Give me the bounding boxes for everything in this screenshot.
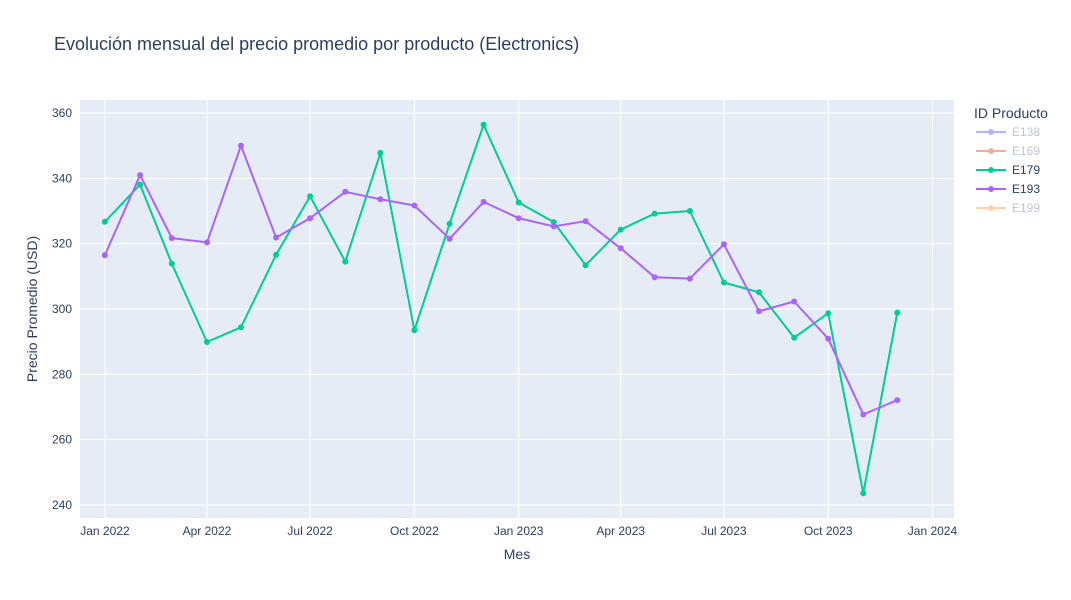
legend-label: E169: [1012, 144, 1040, 158]
data-point: [480, 198, 487, 205]
data-point: [480, 121, 487, 128]
legend-swatch-marker: [988, 167, 994, 173]
legend-swatch-marker: [988, 129, 994, 135]
series-E179: [101, 121, 901, 497]
data-point: [686, 208, 693, 214]
data-point: [342, 258, 349, 265]
data-point: [791, 298, 798, 305]
data-point: [101, 252, 108, 259]
data-point: [651, 274, 658, 281]
data-point: [686, 275, 693, 282]
data-point: [204, 239, 210, 246]
legend-label: E179: [1012, 163, 1040, 177]
data-point: [137, 181, 144, 188]
data-point: [825, 310, 832, 317]
data-point: [377, 196, 384, 203]
data-point: [446, 235, 453, 242]
data-point: [342, 188, 349, 195]
legend-item-E169[interactable]: E169: [976, 144, 1040, 158]
data-point: [168, 260, 175, 267]
legend-label: E138: [1012, 125, 1040, 139]
data-point: [411, 327, 418, 334]
legend-item-E179[interactable]: E179: [976, 163, 1040, 177]
x-tick-label: Apr 2022: [183, 524, 232, 538]
data-point: [273, 234, 280, 241]
y-tick-label: 360: [52, 106, 72, 120]
y-tick-label: 340: [52, 171, 72, 185]
series-line-E193: [103, 144, 898, 416]
x-tick-label: Jan 2024: [908, 524, 958, 538]
data-point: [791, 334, 798, 341]
data-point: [756, 289, 762, 296]
data-point: [550, 219, 557, 226]
legend-label: E199: [1012, 201, 1040, 215]
data-point: [168, 235, 175, 242]
data-point: [238, 142, 244, 149]
data-point: [515, 199, 522, 206]
legend-swatch-marker: [988, 186, 994, 192]
data-point: [101, 218, 108, 225]
x-tick-label: Apr 2023: [596, 524, 645, 538]
data-point: [825, 335, 832, 342]
x-tick-label: Oct 2022: [390, 524, 439, 538]
legend: E138 E169 E179 E193 E199: [976, 125, 1040, 215]
data-point: [411, 202, 418, 209]
data-point: [446, 220, 453, 227]
data-point: [377, 149, 384, 156]
legend-swatch-marker: [988, 148, 994, 154]
data-point: [273, 251, 280, 258]
y-axis-title: Precio Promedio (USD): [24, 236, 40, 382]
data-point: [582, 218, 589, 225]
data-point: [307, 215, 314, 222]
data-point: [617, 245, 624, 252]
y-tick-label: 240: [52, 498, 72, 512]
data-point: [756, 308, 762, 315]
x-tick-label: Jul 2023: [701, 524, 747, 538]
data-point: [550, 223, 557, 230]
y-tick-label: 300: [52, 302, 72, 316]
data-point: [860, 411, 867, 418]
x-tick-label: Jan 2023: [494, 524, 544, 538]
data-point: [307, 193, 314, 200]
data-point: [860, 490, 867, 497]
x-tick-label: Jul 2022: [287, 524, 333, 538]
chart-title: Evolución mensual del precio promedio po…: [54, 34, 579, 54]
legend-label: E193: [1012, 182, 1040, 196]
data-point: [582, 262, 589, 269]
x-axis-title: Mes: [504, 546, 530, 562]
data-point: [238, 324, 244, 331]
data-point: [894, 397, 901, 404]
x-tick-label: Oct 2023: [804, 524, 853, 538]
legend-swatch-marker: [988, 205, 994, 211]
data-point: [894, 309, 901, 316]
data-point: [515, 215, 522, 222]
data-point: [720, 279, 727, 286]
y-tick-label: 320: [52, 237, 72, 251]
legend-item-E193[interactable]: E193: [976, 182, 1040, 196]
x-tick-label: Jan 2022: [80, 524, 130, 538]
legend-title: ID Producto: [974, 105, 1048, 121]
data-point: [617, 226, 624, 233]
data-point: [204, 339, 210, 345]
series-line-E179: [104, 123, 899, 495]
y-tick-label: 280: [52, 367, 72, 381]
y-tick-label: 260: [52, 433, 72, 447]
legend-item-E199[interactable]: E199: [976, 201, 1040, 215]
data-point: [651, 210, 658, 217]
data-point: [137, 172, 144, 179]
data-point: [720, 241, 727, 248]
series-E193: [101, 142, 901, 418]
legend-item-E138[interactable]: E138: [976, 125, 1040, 139]
